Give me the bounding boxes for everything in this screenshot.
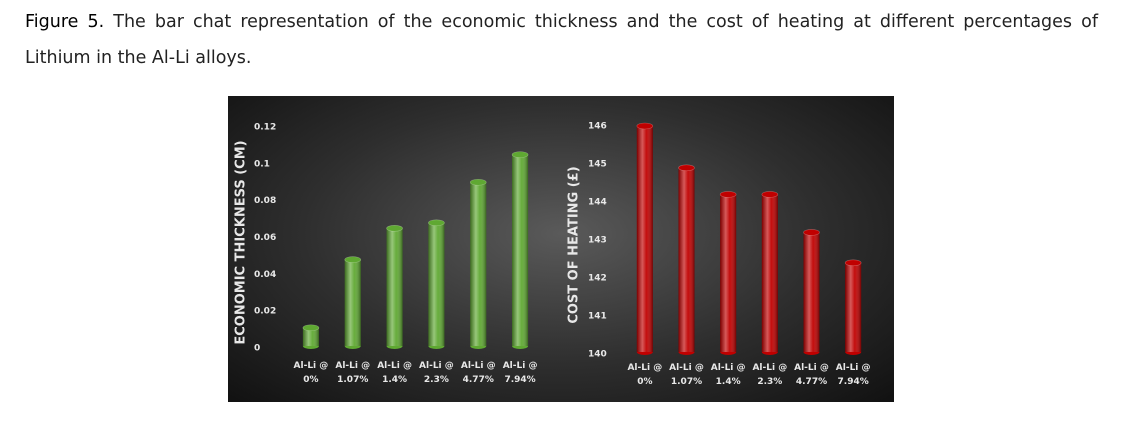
bar — [803, 229, 820, 355]
x-tick-label: Al-Li @ 1.4% — [377, 361, 412, 385]
bar-cap — [386, 224, 403, 232]
bar — [719, 191, 737, 355]
bar-shine — [803, 232, 820, 352]
bar-cap — [344, 256, 362, 263]
x-tick-label: Al-Li @ 1.07% — [335, 361, 371, 385]
bar-shine — [302, 327, 319, 346]
x-tick-label: Al-Li @ 1.4% — [710, 363, 746, 387]
bar-shine — [636, 126, 653, 352]
y-tick-label: 146 — [588, 122, 607, 132]
bar — [678, 164, 695, 355]
y-tick-label: 0.12 — [254, 123, 276, 133]
x-tick-label: Al-Li @ 0% — [627, 363, 663, 387]
bar-cap — [803, 229, 820, 236]
bar-shine — [512, 154, 529, 346]
bar-cap — [302, 324, 320, 332]
bar-shine — [470, 182, 487, 346]
bar-cap — [428, 219, 445, 227]
bar-shine — [761, 194, 778, 352]
bar — [761, 191, 779, 355]
bar-cap — [636, 122, 654, 130]
bar-shine — [720, 194, 737, 352]
y-tick-label: 145 — [588, 160, 607, 170]
bar-cap — [678, 164, 695, 172]
y-axis-title: COST OF HEATING (£) — [567, 166, 582, 323]
bar-cap — [719, 191, 737, 198]
caption: Figure 5. The bar chat representation of… — [25, 4, 1098, 76]
y-tick-label: 141 — [588, 312, 607, 322]
bar — [428, 219, 445, 349]
x-tick-label: Al-Li @ 2.3% — [419, 361, 454, 385]
y-tick-label: 0.1 — [254, 159, 270, 169]
bar-shine — [386, 228, 403, 346]
bar — [511, 151, 529, 349]
bar — [844, 259, 862, 355]
bar-shine — [678, 167, 695, 352]
y-tick-label: 0.08 — [254, 196, 276, 206]
x-tick-label: Al-Li @ 7.94% — [835, 363, 871, 387]
x-tick-label: Al-Li @ 4.77% — [794, 363, 829, 387]
bar — [469, 178, 487, 349]
x-tick-label: Al-Li @ 2.3% — [752, 363, 788, 387]
bar-shine — [845, 262, 862, 352]
y-tick-label: 0 — [254, 344, 260, 354]
y-tick-label: 143 — [588, 236, 607, 246]
y-tick-label: 0.04 — [254, 270, 276, 280]
x-tick-label: Al-Li @ 0% — [293, 361, 329, 385]
bar — [386, 224, 403, 349]
y-axis-title: ECONOMIC THICKNESS (CM) — [234, 140, 249, 344]
bar-cap — [761, 191, 779, 198]
bar-cap — [469, 178, 487, 186]
y-tick-label: 144 — [588, 198, 607, 208]
y-tick-label: 140 — [588, 350, 607, 360]
y-tick-label: 0.06 — [254, 233, 276, 243]
bar-shine — [428, 222, 445, 346]
bar-cap — [844, 259, 862, 267]
bar — [302, 324, 320, 349]
figure-label: Figure 5. — [25, 12, 105, 32]
y-tick-label: 0.02 — [254, 307, 276, 317]
figure-panel — [228, 96, 894, 402]
bar-shine — [344, 259, 361, 346]
bar — [636, 122, 654, 355]
y-tick-label: 142 — [588, 274, 607, 284]
bar — [344, 256, 362, 349]
x-tick-label: Al-Li @ 1.07% — [669, 363, 704, 387]
x-tick-label: Al-Li @ 7.94% — [502, 361, 538, 385]
bar-cap — [511, 151, 529, 158]
caption-text: The bar chat representation of the econo… — [25, 12, 1098, 68]
x-tick-label: Al-Li @ 4.77% — [460, 361, 496, 385]
